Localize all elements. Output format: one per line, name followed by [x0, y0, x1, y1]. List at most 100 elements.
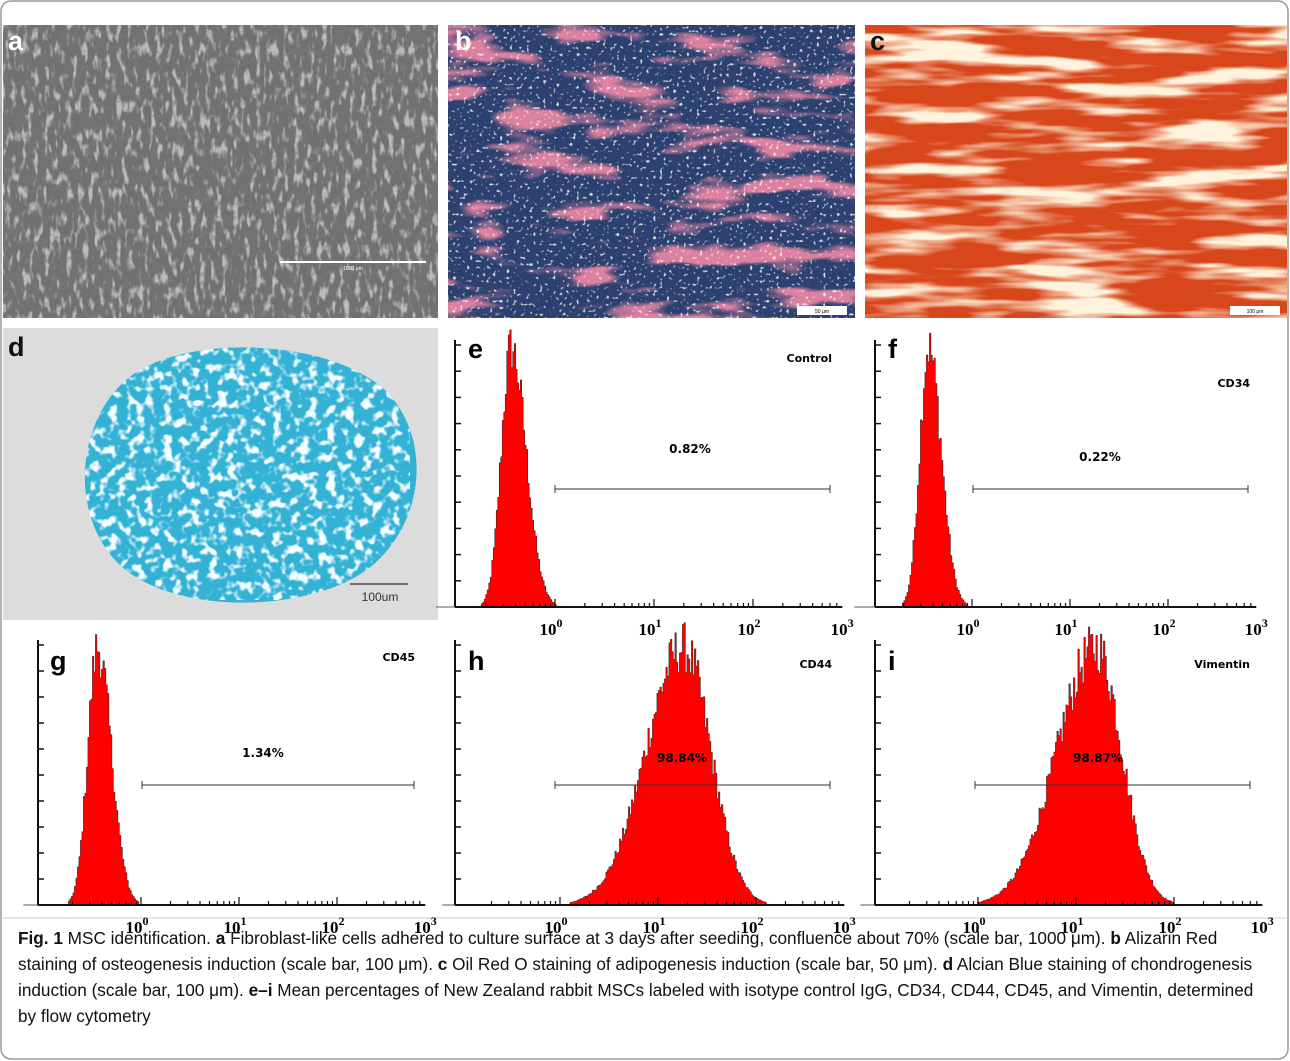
tick-exponent: 2: [339, 914, 345, 928]
tick-exponent: 3: [431, 914, 437, 928]
x-tick-label: 100: [126, 914, 149, 937]
x-tick-label: 102: [1153, 616, 1176, 639]
x-tick-label: 100: [545, 914, 568, 937]
tick-base: 10: [963, 918, 980, 937]
tick-exponent: 0: [562, 914, 568, 928]
x-tick-label: 103: [831, 616, 854, 639]
tick-base: 10: [545, 918, 562, 937]
tick-base: 10: [540, 620, 557, 639]
panel-letter: h: [468, 646, 485, 676]
histogram: [23, 634, 426, 906]
tick-base: 10: [831, 620, 848, 639]
tick-base: 10: [1251, 918, 1268, 937]
tick-exponent: 3: [848, 616, 854, 630]
tick-exponent: 2: [1170, 616, 1176, 630]
panel-letter: b: [455, 26, 472, 56]
gate-percent: 0.82%: [669, 442, 711, 456]
tick-exponent: 0: [143, 914, 149, 928]
caption-run: Alizarin Red staining of osteogenesis in…: [18, 928, 1218, 974]
panel-letter: i: [888, 646, 896, 676]
x-tick-label: 102: [741, 914, 764, 937]
caption-run: a: [215, 928, 226, 948]
gate-percent: 98.87%: [1073, 751, 1123, 765]
tick-base: 10: [1245, 620, 1262, 639]
panel-letter: g: [50, 646, 67, 676]
tick-exponent: 1: [1078, 914, 1084, 928]
tick-exponent: 1: [660, 914, 666, 928]
caption: Fig. 1 MSC identification. a Fibroblast-…: [18, 925, 1276, 1029]
scale-box: [1230, 306, 1280, 315]
caption-run: Fig. 1: [18, 928, 63, 948]
x-tick-label: 103: [414, 914, 437, 937]
x-tick-label: 100: [957, 616, 980, 639]
panel-letter: f: [888, 334, 898, 364]
histogram: [436, 329, 843, 608]
tick-base: 10: [643, 918, 660, 937]
panel-letter: d: [8, 332, 25, 362]
scale-label: 100 μm: [1247, 309, 1264, 315]
gate-percent: 1.34%: [242, 746, 284, 760]
image-d-texture: [84, 347, 410, 600]
caption-run: b: [1110, 928, 1121, 948]
tick-base: 10: [833, 918, 850, 937]
image-b-texture: [448, 25, 855, 318]
marker-label: Vimentin: [1194, 658, 1250, 671]
tick-base: 10: [126, 918, 143, 937]
scale-box: [797, 306, 847, 315]
gate-percent: 98.84%: [657, 751, 707, 765]
scale-label: 1000 μm: [343, 266, 363, 272]
x-tick-label: 100: [963, 914, 986, 937]
x-tick-label: 101: [1061, 914, 1084, 937]
x-tick-label: 101: [639, 616, 662, 639]
caption-run: MSC identification.: [62, 928, 216, 948]
x-tick-label: 101: [224, 914, 247, 937]
tick-exponent: 1: [241, 914, 247, 928]
marker-label: CD45: [382, 651, 415, 664]
tick-exponent: 2: [755, 616, 761, 630]
tick-exponent: 1: [656, 616, 662, 630]
scale-label: 50 μm: [815, 309, 829, 315]
tick-exponent: 3: [1268, 914, 1274, 928]
x-tick-label: 102: [738, 616, 761, 639]
tick-exponent: 0: [974, 616, 980, 630]
caption-run: Mean percentages of New Zealand rabbit M…: [18, 980, 1254, 1026]
tick-exponent: 1: [1072, 616, 1078, 630]
marker-label: Control: [787, 352, 832, 365]
scale-label: 100um: [362, 590, 399, 604]
tick-exponent: 2: [1176, 914, 1182, 928]
tick-exponent: 0: [980, 914, 986, 928]
panel-letter: c: [870, 26, 885, 56]
panel-letter: e: [468, 334, 483, 364]
histogram: [854, 332, 1257, 608]
gate-percent: 0.22%: [1079, 450, 1121, 464]
tick-base: 10: [1159, 918, 1176, 937]
marker-label: CD44: [799, 658, 832, 671]
tick-exponent: 0: [557, 616, 563, 630]
x-tick-label: 102: [322, 914, 345, 937]
image-a-texture: [3, 25, 438, 318]
caption-run: Alcian Blue staining of chondrogenesis i…: [18, 954, 1253, 1000]
tick-exponent: 3: [850, 914, 856, 928]
tick-base: 10: [1153, 620, 1170, 639]
tick-base: 10: [414, 918, 431, 937]
caption-run: Oil Red O staining of adipogenesis induc…: [447, 954, 943, 974]
caption-run: d: [942, 954, 954, 974]
x-tick-label: 103: [833, 914, 856, 937]
tick-base: 10: [741, 918, 758, 937]
tick-exponent: 3: [1262, 616, 1268, 630]
tick-base: 10: [224, 918, 241, 937]
caption-run: Fibroblast-like cells adhered to culture…: [225, 928, 1111, 948]
caption-run: c: [437, 954, 448, 974]
tick-base: 10: [322, 918, 339, 937]
tick-base: 10: [639, 620, 656, 639]
tick-base: 10: [738, 620, 755, 639]
x-tick-label: 101: [1055, 616, 1078, 639]
histogram: [442, 622, 845, 906]
tick-exponent: 2: [758, 914, 764, 928]
marker-label: CD34: [1217, 377, 1250, 390]
x-tick-label: 103: [1245, 616, 1268, 639]
tick-base: 10: [957, 620, 974, 639]
